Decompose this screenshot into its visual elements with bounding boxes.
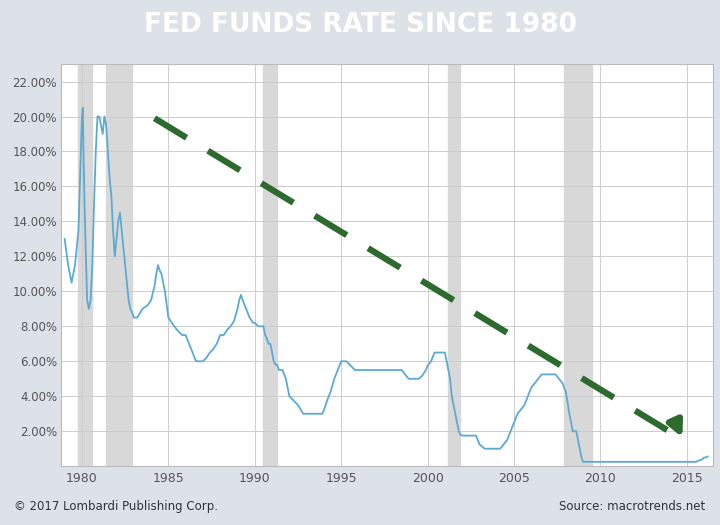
- Text: Source: macrotrends.net: Source: macrotrends.net: [559, 500, 706, 512]
- Bar: [449, 64, 461, 466]
- Bar: [264, 64, 277, 466]
- Text: FED FUNDS RATE SINCE 1980: FED FUNDS RATE SINCE 1980: [143, 12, 577, 38]
- Bar: [78, 64, 92, 466]
- Bar: [106, 64, 132, 466]
- Text: © 2017 Lombardi Publishing Corp.: © 2017 Lombardi Publishing Corp.: [14, 500, 218, 512]
- Bar: [564, 64, 592, 466]
